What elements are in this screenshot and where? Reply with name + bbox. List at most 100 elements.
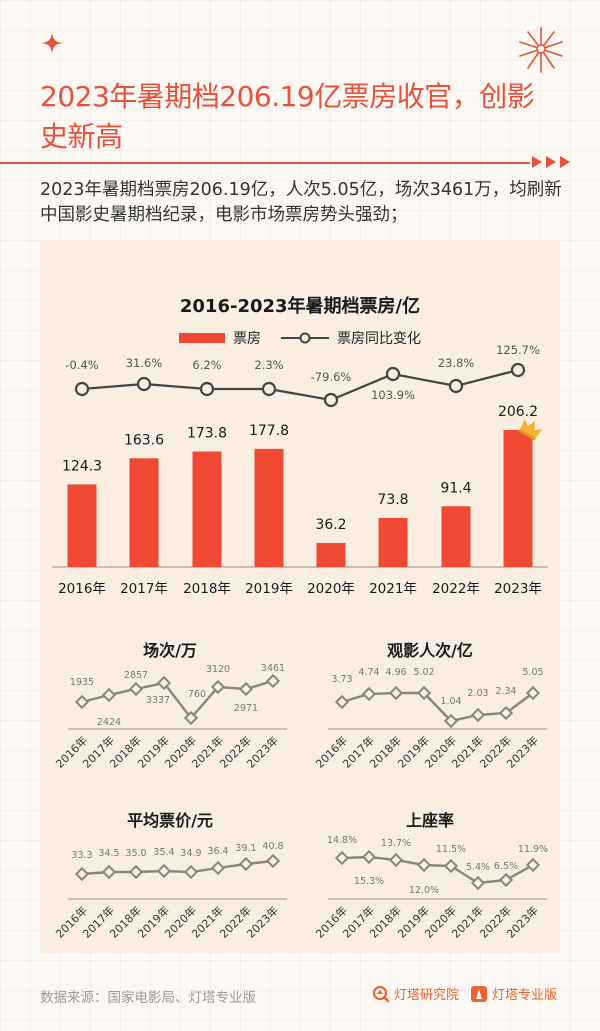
diamond-marker xyxy=(416,857,432,873)
dengta-research-logo-icon xyxy=(372,985,390,1002)
summary-text: 2023年暑期档票房206.19亿，人次5.05亿，场次3461万，均刷新中国影… xyxy=(40,180,562,225)
brand-label: 灯塔研究院 xyxy=(394,988,460,1003)
diamond-marker xyxy=(265,673,281,689)
attendance-chart-title: 观影人次/亿 xyxy=(387,641,473,660)
yoy-value-label: -0.4% xyxy=(65,358,98,372)
diamond-marker xyxy=(265,853,281,869)
diamond-marker xyxy=(525,857,541,873)
occupancy-line-chart: 14.8%2016年15.3%2017年13.7%2018年12.0%2019年… xyxy=(313,835,548,941)
bar-value-label: 163.6 xyxy=(124,432,164,448)
crown-icon xyxy=(518,418,543,441)
screenings-line-chart: 19352016年24242017年28572018年33372019年7602… xyxy=(53,663,287,771)
x-axis-label: 2021年 xyxy=(369,581,417,597)
point-value-label: 34.5 xyxy=(98,848,119,859)
avg-price-line-chart: 33.32016年34.52017年35.02018年35.42019年34.9… xyxy=(53,841,287,941)
diamond-marker xyxy=(210,860,226,876)
diamond-marker xyxy=(361,849,377,865)
point-value-label: 40.8 xyxy=(262,841,283,852)
attendance-line-chart: 3.732016年4.742017年4.962018年5.022019年1.04… xyxy=(313,667,547,771)
point-value-label: 3.73 xyxy=(331,674,352,685)
diamond-marker xyxy=(443,713,459,729)
diamond-marker xyxy=(128,864,144,880)
legend-label: 票房同比变化 xyxy=(337,331,421,347)
diamond-marker xyxy=(101,864,117,880)
point-value-label: 36.4 xyxy=(207,846,228,857)
occupancy-chart-title: 上座率 xyxy=(405,811,454,830)
yoy-marker xyxy=(448,378,464,394)
point-value-label: 14.8% xyxy=(327,835,357,846)
chart-card xyxy=(40,240,560,953)
yoy-value-label: 6.2% xyxy=(192,358,221,372)
diamond-marker xyxy=(210,679,226,695)
legend-item-yoy: 票房同比变化 xyxy=(281,328,421,348)
diamond-marker xyxy=(183,864,199,880)
diamond-marker xyxy=(156,675,172,691)
four-point-star-icon xyxy=(41,32,63,54)
yoy-value-label: 31.6% xyxy=(126,356,163,370)
diamond-marker xyxy=(334,694,350,710)
point-value-label: 35.4 xyxy=(153,847,174,858)
point-value-label: 13.7% xyxy=(381,838,411,849)
point-value-label: 4.74 xyxy=(358,667,379,678)
point-value-label: 2.03 xyxy=(467,688,488,699)
dengta-pro-logo-icon xyxy=(471,985,487,1002)
avg-price-chart-title: 平均票价/元 xyxy=(127,811,213,830)
bar xyxy=(503,430,533,567)
x-axis-label: 2017年 xyxy=(120,581,168,597)
box-office-bar-chart: 124.3 2016年 163.6 2017年 173.8 2018年 177.8 2019年… xyxy=(52,343,548,597)
diamond-marker xyxy=(238,856,254,872)
diamond-marker xyxy=(183,710,199,726)
point-value-label: 6.5% xyxy=(494,861,518,872)
diamond-marker xyxy=(416,685,432,701)
triple-arrow-icon xyxy=(532,156,570,168)
yoy-line xyxy=(81,368,519,402)
diamond-marker xyxy=(156,863,172,879)
point-value-label: 5.02 xyxy=(413,667,434,678)
brand-dengta-pro: 灯塔专业版 xyxy=(470,984,557,1003)
diamond-marker xyxy=(238,681,254,697)
bar-value-label: 91.4 xyxy=(440,480,471,496)
main-chart-legend: 票房 票房同比变化 xyxy=(0,328,600,348)
bar-value-label: 124.3 xyxy=(62,458,102,474)
point-value-label: 11.9% xyxy=(518,844,548,855)
point-value-label: 5.05 xyxy=(522,667,543,678)
point-value-label: 2971 xyxy=(234,703,258,714)
yoy-marker xyxy=(323,392,339,408)
diamond-marker xyxy=(334,850,350,866)
point-value-label: 11.5% xyxy=(436,844,466,855)
x-axis-label: 2018年 xyxy=(183,581,231,597)
data-source: 数据来源：国家电影局、灯塔专业版 xyxy=(40,990,256,1006)
yoy-value-label: 103.9% xyxy=(371,388,415,402)
diamond-marker xyxy=(525,685,541,701)
bar xyxy=(67,484,97,567)
bar-value-label: 177.8 xyxy=(249,423,289,439)
point-value-label: 5.4% xyxy=(466,862,490,873)
yoy-marker xyxy=(74,381,90,397)
bar xyxy=(254,448,284,567)
firework-icon xyxy=(519,27,563,73)
point-value-label: 760 xyxy=(188,689,206,700)
point-value-label: 3461 xyxy=(261,663,285,674)
yoy-value-label: 2.3% xyxy=(254,358,283,372)
yoy-value-label: -79.6% xyxy=(311,370,352,384)
point-value-label: 39.1 xyxy=(235,843,256,854)
point-value-label: 1935 xyxy=(70,677,94,688)
diamond-marker xyxy=(128,681,144,697)
point-value-label: 34.9 xyxy=(180,848,201,859)
bar-value-label: 36.2 xyxy=(315,517,346,533)
yoy-value-label: 125.7% xyxy=(496,343,540,357)
legend-bar-swatch xyxy=(179,333,225,343)
diamond-marker xyxy=(470,707,486,723)
point-value-label: 12.0% xyxy=(409,885,439,896)
diamond-marker xyxy=(443,858,459,874)
bar xyxy=(129,458,159,567)
screenings-chart-title: 场次/万 xyxy=(143,641,197,660)
diamond-marker xyxy=(470,875,486,891)
x-axis-label: 2020年 xyxy=(307,581,355,597)
point-value-label: 3120 xyxy=(206,664,230,675)
yoy-value-label: 23.8% xyxy=(438,356,475,370)
point-value-label: 33.3 xyxy=(71,850,92,861)
bar xyxy=(192,451,222,567)
diamond-marker xyxy=(498,705,514,721)
x-axis-label: 2019年 xyxy=(245,581,293,597)
